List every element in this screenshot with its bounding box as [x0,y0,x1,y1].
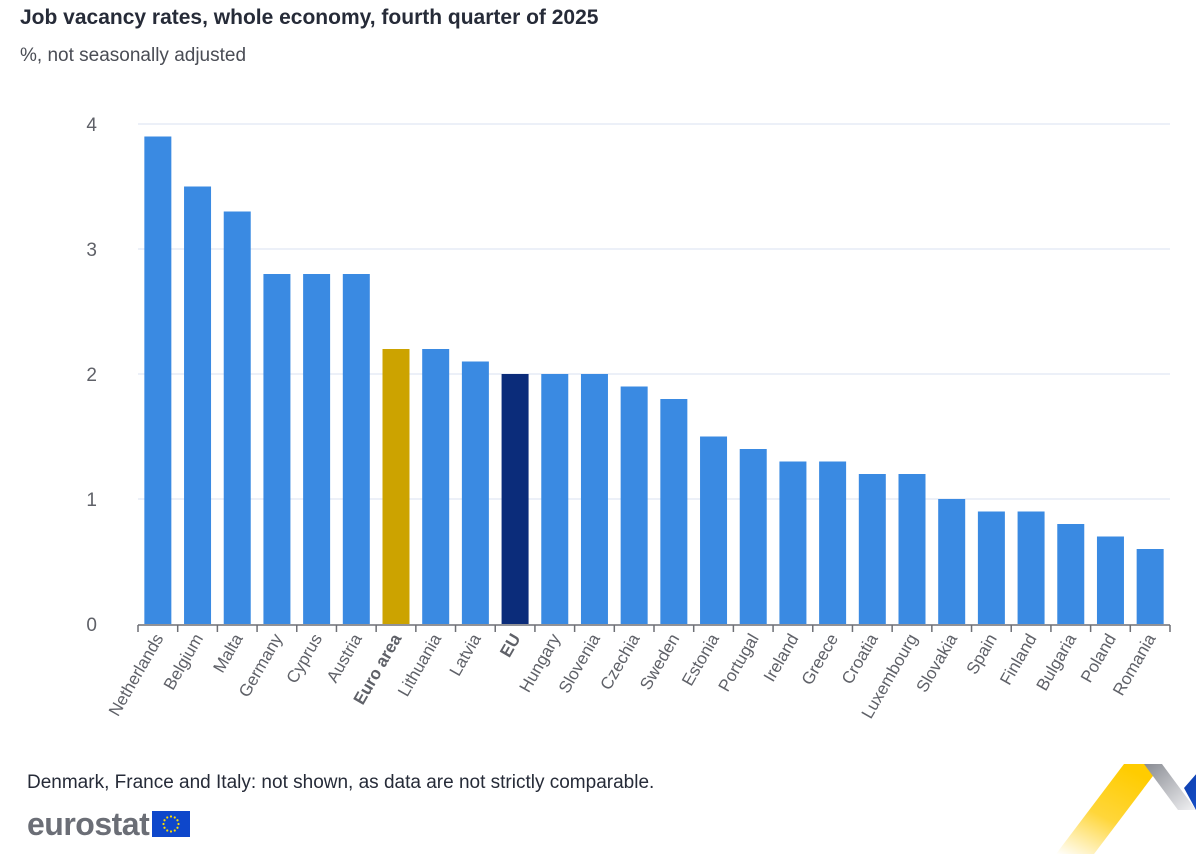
bar-germany[interactable] [263,274,291,624]
bar-slovakia[interactable] [938,499,966,624]
bar-luxembourg[interactable] [898,474,926,624]
x-tick-label: Cyprus [283,631,326,687]
flag-star [173,829,177,832]
bar-czechia[interactable] [620,386,648,625]
x-tick-label: Finland [996,631,1040,689]
bar-ireland[interactable] [779,461,807,625]
x-tick-label: EU [496,631,524,661]
bar-spain[interactable] [977,511,1005,625]
y-tick-label: 2 [86,365,97,386]
x-tick-label: Poland [1077,631,1120,686]
bar-finland[interactable] [1017,511,1045,625]
flag-star [176,819,179,822]
footnote: Denmark, France and Italy: not shown, as… [27,772,655,793]
flag-star [163,826,166,829]
bar-malta[interactable] [223,211,251,625]
gridlines [138,123,1170,500]
bar-romania[interactable] [1136,549,1164,624]
y-tick-label: 0 [86,615,97,636]
bar-cyprus[interactable] [303,274,331,624]
x-tick-label: Greece [798,631,842,689]
bar-austria[interactable] [342,274,370,624]
chart-subtitle: %, not seasonally adjusted [20,45,247,66]
eurostat-logo: eurostat [27,806,191,842]
logo-text: eurostat [27,806,150,842]
eu-flag-icon [152,811,191,837]
flag-star [177,822,180,826]
x-tick-label: Malta [209,630,247,676]
x-tick-label: Croatia [838,630,882,687]
y-tick-label: 4 [86,115,97,136]
flag-star [163,819,166,822]
bar-lithuania[interactable] [422,349,450,624]
bar-euro-area[interactable] [382,349,410,624]
flag-star [170,815,173,818]
chart-title: Job vacancy rates, whole economy, fourth… [20,6,599,29]
bar-poland[interactable] [1096,536,1124,625]
bar-netherlands[interactable] [144,136,172,625]
bar-sweden[interactable] [660,399,688,624]
flag-star [173,816,177,819]
bar-eu[interactable] [501,374,529,624]
flag-star [170,830,173,833]
x-tick-label: Ireland [760,631,802,686]
flag-star [176,826,179,829]
bar-croatia[interactable] [858,474,886,624]
x-axis [137,624,1171,632]
bar-latvia[interactable] [461,361,489,625]
flag-star [166,816,169,819]
x-tick-label: Spain [963,631,1001,678]
y-tick-label: 1 [86,490,97,511]
x-tick-label: Netherlands [105,631,167,720]
y-tick-label: 3 [86,240,97,261]
bar-hungary[interactable] [541,374,569,624]
y-axis-ticks: 0 1 2 3 4 [86,115,97,636]
flag-star [162,822,165,826]
decorative-ribbon-icon [1056,764,1196,854]
flag-star [166,829,169,832]
bars [144,136,1164,625]
bar-greece[interactable] [819,461,847,625]
x-tick-label: Austria [323,630,366,686]
bar-bulgaria[interactable] [1057,524,1085,624]
bar-belgium[interactable] [184,186,212,625]
bar-slovenia[interactable] [580,374,608,624]
bar-estonia[interactable] [700,436,728,625]
x-tick-label: Latvia [446,630,485,679]
bar-portugal[interactable] [739,449,767,624]
